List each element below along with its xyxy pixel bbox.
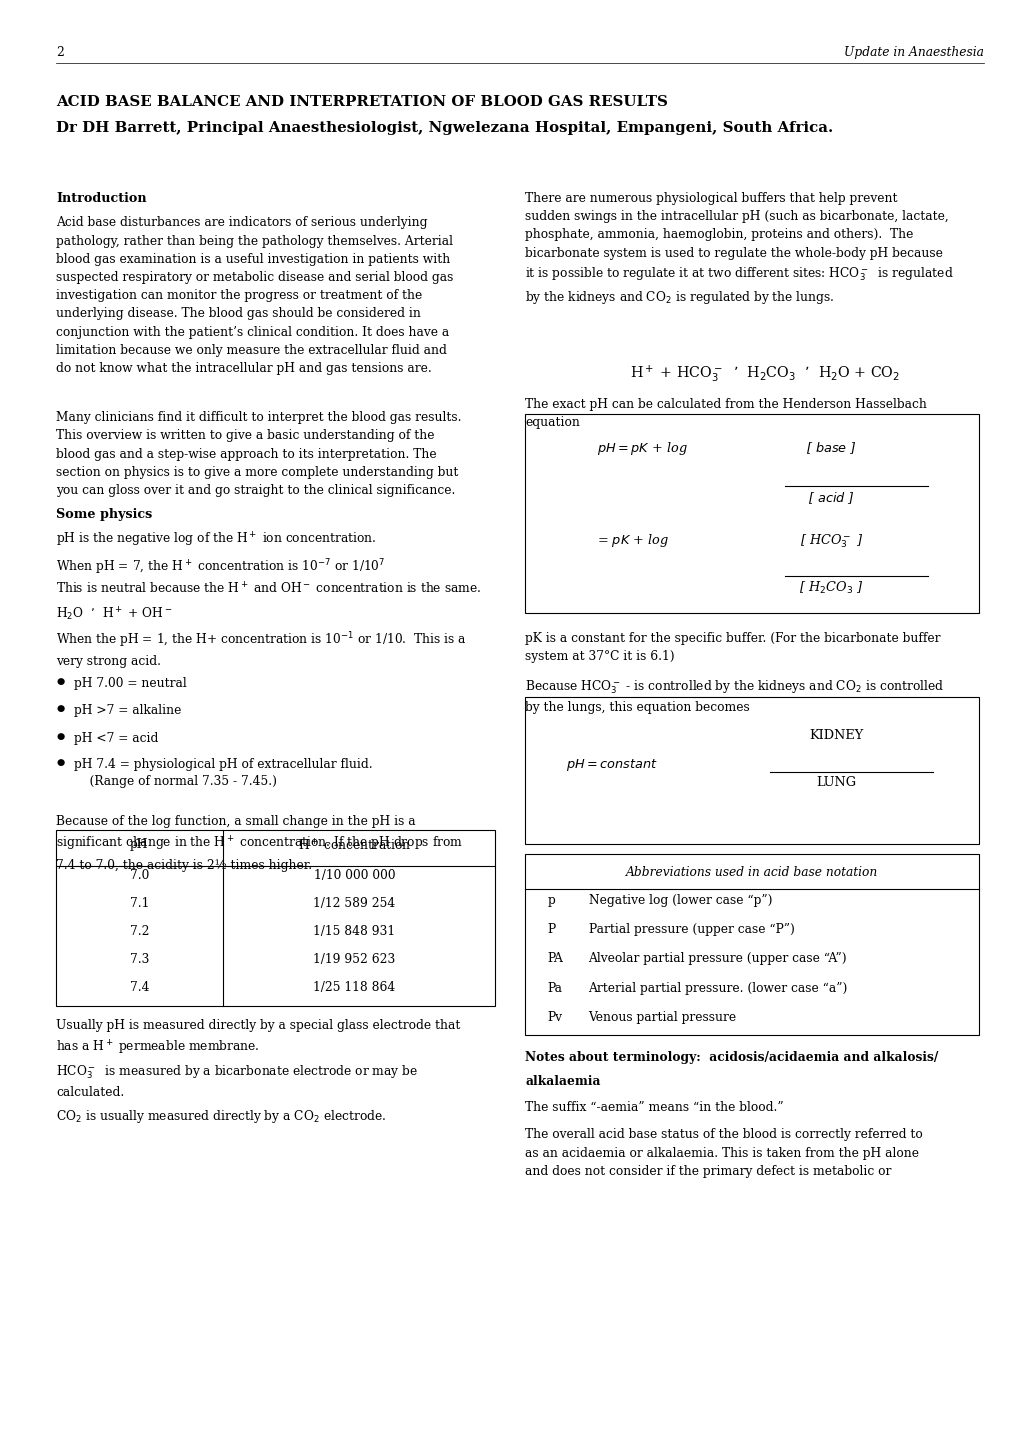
Text: 7.4: 7.4 bbox=[129, 981, 149, 994]
Text: 1/19 952 623: 1/19 952 623 bbox=[313, 952, 395, 965]
Text: 7.0: 7.0 bbox=[129, 869, 149, 882]
Text: pH: pH bbox=[130, 838, 149, 851]
Text: Acid base disturbances are indicators of serious underlying
pathology, rather th: Acid base disturbances are indicators of… bbox=[56, 216, 453, 375]
Text: PA: PA bbox=[547, 952, 564, 965]
FancyBboxPatch shape bbox=[56, 830, 494, 1006]
Text: [ $acid$ ]: [ $acid$ ] bbox=[807, 491, 854, 506]
Text: $pH = constant$: $pH = constant$ bbox=[566, 756, 657, 773]
Text: ●: ● bbox=[56, 758, 64, 766]
Text: = $pK$ + log: = $pK$ + log bbox=[596, 532, 668, 550]
Text: H$^+$ + HCO$_3^-$  ’  H$_2$CO$_3$  ’  H$_2$O + CO$_2$: H$^+$ + HCO$_3^-$ ’ H$_2$CO$_3$ ’ H$_2$O… bbox=[630, 364, 899, 385]
Text: Dr DH Barrett, Principal Anaesthesiologist, Ngwelezana Hospital, Empangeni, Sout: Dr DH Barrett, Principal Anaesthesiologi… bbox=[56, 121, 833, 136]
Text: [ HCO$_3^-$ ]: [ HCO$_3^-$ ] bbox=[799, 532, 862, 550]
Text: HCO$_3^-$  is measured by a bicarbonate electrode or may be
calculated.: HCO$_3^-$ is measured by a bicarbonate e… bbox=[56, 1063, 418, 1100]
Text: ●: ● bbox=[56, 732, 64, 740]
Text: Negative log (lower case “p”): Negative log (lower case “p”) bbox=[588, 895, 771, 908]
Text: H$_2$O  ’  H$^+$ + OH$^-$: H$_2$O ’ H$^+$ + OH$^-$ bbox=[56, 606, 172, 623]
Text: P: P bbox=[547, 924, 555, 937]
Text: pH <7 = acid: pH <7 = acid bbox=[74, 732, 159, 745]
Text: KIDNEY: KIDNEY bbox=[808, 729, 863, 742]
Text: 7.3: 7.3 bbox=[129, 952, 149, 965]
Text: [ H$_2$CO$_3$ ]: [ H$_2$CO$_3$ ] bbox=[798, 580, 863, 596]
Text: p: p bbox=[547, 895, 555, 908]
FancyBboxPatch shape bbox=[525, 414, 978, 613]
Text: Update in Anaesthesia: Update in Anaesthesia bbox=[844, 46, 983, 59]
Text: Pa: Pa bbox=[547, 981, 562, 994]
Text: Pv: Pv bbox=[547, 1010, 562, 1023]
Text: CO$_2$ is usually measured directly by a CO$_2$ electrode.: CO$_2$ is usually measured directly by a… bbox=[56, 1108, 386, 1126]
Text: Notes about terminology:  acidosis/acidaemia and alkalosis/: Notes about terminology: acidosis/acidae… bbox=[525, 1051, 937, 1063]
Text: ●: ● bbox=[56, 677, 64, 685]
Text: pH 7.00 = neutral: pH 7.00 = neutral bbox=[74, 677, 187, 690]
Text: pK is a constant for the specific buffer. (For the bicarbonate buffer
system at : pK is a constant for the specific buffer… bbox=[525, 632, 940, 664]
Text: Alveolar partial pressure (upper case “A”): Alveolar partial pressure (upper case “A… bbox=[588, 952, 847, 965]
Text: 1/10 000 000: 1/10 000 000 bbox=[313, 869, 394, 882]
Text: 1/15 848 931: 1/15 848 931 bbox=[313, 925, 395, 938]
Text: The exact pH can be calculated from the Henderson Hasselbach
equation: The exact pH can be calculated from the … bbox=[525, 398, 926, 430]
Text: Abbreviations used in acid base notation: Abbreviations used in acid base notation bbox=[626, 866, 877, 879]
Text: The overall acid base status of the blood is correctly referred to
as an acidaem: The overall acid base status of the bloo… bbox=[525, 1128, 922, 1177]
Text: Because HCO$_3^-$ - is controlled by the kidneys and CO$_2$ is controlled
by the: Because HCO$_3^-$ - is controlled by the… bbox=[525, 678, 944, 714]
Text: pH >7 = alkaline: pH >7 = alkaline bbox=[74, 704, 181, 717]
Text: 7.1: 7.1 bbox=[129, 898, 149, 911]
Text: pH is the negative log of the H$^+$ ion concentration.: pH is the negative log of the H$^+$ ion … bbox=[56, 531, 376, 550]
Text: Usually pH is measured directly by a special glass electrode that
has a H$^+$ pe: Usually pH is measured directly by a spe… bbox=[56, 1019, 460, 1056]
Text: Introduction: Introduction bbox=[56, 192, 147, 205]
Text: 1/25 118 864: 1/25 118 864 bbox=[313, 981, 395, 994]
Text: $pH = pK$ + log: $pH = pK$ + log bbox=[596, 440, 687, 457]
Text: Partial pressure (upper case “P”): Partial pressure (upper case “P”) bbox=[588, 924, 794, 937]
Text: pH 7.4 = physiological pH of extracellular fluid.
    (Range of normal 7.35 - 7.: pH 7.4 = physiological pH of extracellul… bbox=[74, 758, 373, 788]
Text: [ $base$ ]: [ $base$ ] bbox=[805, 440, 856, 456]
Text: H$^+$ concentration: H$^+$ concentration bbox=[298, 838, 411, 854]
Text: Some physics: Some physics bbox=[56, 508, 152, 521]
Text: alkalaemia: alkalaemia bbox=[525, 1075, 600, 1088]
Text: This is neutral because the H$^+$ and OH$^-$ concentration is the same.: This is neutral because the H$^+$ and OH… bbox=[56, 582, 481, 597]
Text: ACID BASE BALANCE AND INTERPRETATION OF BLOOD GAS RESULTS: ACID BASE BALANCE AND INTERPRETATION OF … bbox=[56, 95, 667, 110]
Text: The suffix “-aemia” means “in the blood.”: The suffix “-aemia” means “in the blood.… bbox=[525, 1101, 784, 1114]
Text: Venous partial pressure: Venous partial pressure bbox=[588, 1010, 736, 1023]
Text: Because of the log function, a small change in the pH is a
significant change in: Because of the log function, a small cha… bbox=[56, 815, 463, 872]
FancyBboxPatch shape bbox=[525, 697, 978, 844]
Text: When pH = 7, the H$^+$ concentration is 10$^{-7}$ or 1/10$^7$: When pH = 7, the H$^+$ concentration is … bbox=[56, 557, 385, 577]
FancyBboxPatch shape bbox=[525, 854, 978, 1035]
Text: There are numerous physiological buffers that help prevent
sudden swings in the : There are numerous physiological buffers… bbox=[525, 192, 953, 306]
Text: 1/12 589 254: 1/12 589 254 bbox=[313, 898, 395, 911]
Text: LUNG: LUNG bbox=[815, 776, 856, 789]
Text: ●: ● bbox=[56, 704, 64, 713]
Text: Many clinicians find it difficult to interpret the blood gas results.
This overv: Many clinicians find it difficult to int… bbox=[56, 411, 462, 496]
Text: Arterial partial pressure. (lower case “a”): Arterial partial pressure. (lower case “… bbox=[588, 981, 847, 994]
Text: 7.2: 7.2 bbox=[129, 925, 149, 938]
Text: 2: 2 bbox=[56, 46, 64, 59]
Text: When the pH = 1, the H+ concentration is 10$^{-1}$ or 1/10.  This is a
very stro: When the pH = 1, the H+ concentration is… bbox=[56, 631, 467, 668]
